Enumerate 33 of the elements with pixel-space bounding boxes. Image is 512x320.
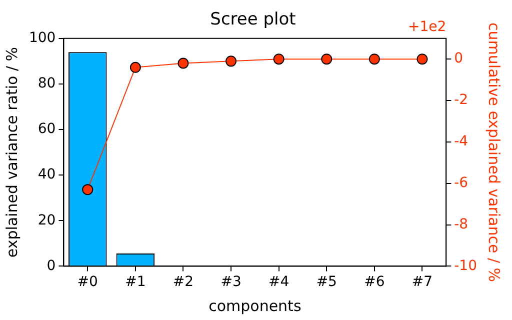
x-tick-label: #3 bbox=[220, 274, 242, 290]
point bbox=[273, 54, 284, 65]
y2-tick-label: 0 bbox=[454, 50, 464, 67]
y-tick-label: 100 bbox=[28, 30, 56, 46]
y-axis-title: explained variance ratio / % bbox=[2, 46, 21, 258]
x-tick-label: #2 bbox=[172, 274, 194, 290]
point bbox=[416, 54, 428, 65]
y2-tick-label: -2 bbox=[454, 92, 468, 108]
y-tick-label: 20 bbox=[38, 212, 56, 228]
y2-tick-label: -8 bbox=[454, 216, 468, 232]
x-tick-label: #0 bbox=[77, 274, 98, 290]
point bbox=[178, 58, 189, 69]
x-tick-label: #6 bbox=[364, 274, 385, 290]
point bbox=[82, 184, 94, 196]
x-tick-label: #7 bbox=[412, 274, 433, 290]
y2-tick-label: -4 bbox=[454, 134, 468, 150]
point bbox=[130, 62, 141, 73]
y2-axis-title: cumulative explained variance / % bbox=[485, 22, 504, 282]
x-tick-label: #4 bbox=[268, 274, 290, 290]
y-tick-label: 60 bbox=[38, 121, 56, 138]
text: +1e2 bbox=[408, 19, 446, 36]
y2-tick-label: -10 bbox=[454, 258, 478, 274]
chart-title: Scree plot bbox=[210, 10, 296, 30]
x-tick-label: #5 bbox=[316, 274, 337, 290]
y-tick-label: 80 bbox=[38, 76, 56, 92]
y-tick-label: 0 bbox=[46, 258, 56, 274]
y2-tick-label: -6 bbox=[454, 175, 468, 192]
point bbox=[368, 54, 380, 65]
x-tick-label: #1 bbox=[125, 274, 146, 290]
point bbox=[226, 56, 237, 67]
x-axis-title: components bbox=[208, 296, 302, 315]
point bbox=[321, 54, 332, 65]
y-tick-label: 40 bbox=[38, 166, 56, 183]
